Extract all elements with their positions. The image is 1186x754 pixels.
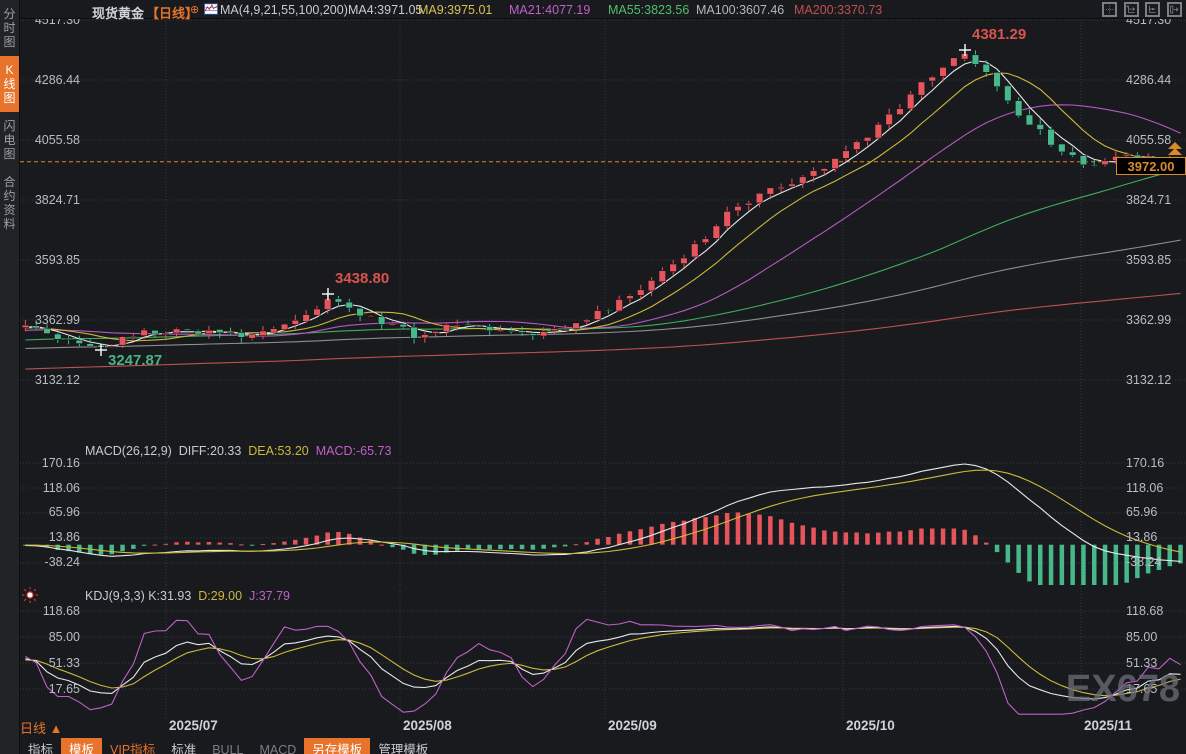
svg-text:3438.80: 3438.80: [335, 270, 389, 287]
svg-text:4381.29: 4381.29: [972, 26, 1026, 43]
svg-text:3247.87: 3247.87: [108, 352, 162, 369]
